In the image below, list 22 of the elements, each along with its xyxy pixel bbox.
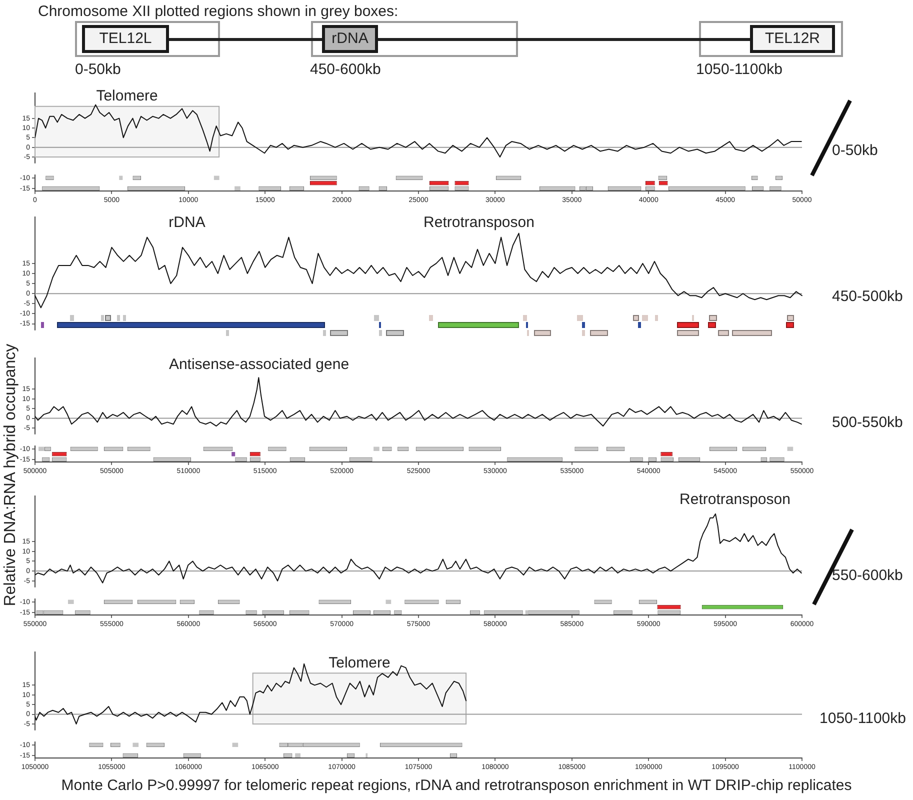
text: 450-500kb [832,288,903,306]
text: 1050-1100kb [820,710,906,728]
text: TEL12R [764,30,820,48]
band-label: Telomere [96,87,158,104]
text: rDNA [332,30,368,48]
annotation: rDNA [168,214,206,232]
text: 0-50kb [75,61,121,79]
band-label: Telomere [328,654,390,672]
bar [232,452,236,456]
text: 0-50kb [832,142,878,160]
text: 550-600kb [832,567,903,585]
annotation: Retrotransposon [680,491,790,509]
bar [787,446,794,451]
text: Chromosome XII plotted regions shown in grey boxes: [38,3,398,21]
text: 450-600kb [310,61,381,79]
annotation: Antisense-associated gene [168,356,350,374]
text: Monte Carlo P>0.99997 for telomeric repeat regions, rDNA and retrotransposon enrichment in WT DRIP-chip replicates [61,777,852,795]
text: TEL12L [99,30,152,48]
text: 1050-1100kb [696,61,782,79]
text: 500-550kb [832,414,903,432]
annotation: Retrotransposon [424,214,534,232]
y-axis-title: Relative DNA:RNA hybrid occupancy [2,344,20,606]
